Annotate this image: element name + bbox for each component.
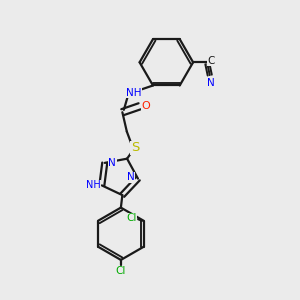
Text: Cl: Cl: [127, 213, 137, 223]
Text: C: C: [207, 56, 214, 66]
Text: N: N: [127, 172, 134, 182]
Text: O: O: [141, 101, 150, 111]
Text: Cl: Cl: [116, 266, 126, 276]
Text: NH: NH: [86, 180, 101, 190]
Text: N: N: [207, 78, 214, 88]
Text: NH: NH: [126, 88, 141, 98]
Text: S: S: [131, 141, 139, 154]
Text: N: N: [108, 158, 116, 168]
